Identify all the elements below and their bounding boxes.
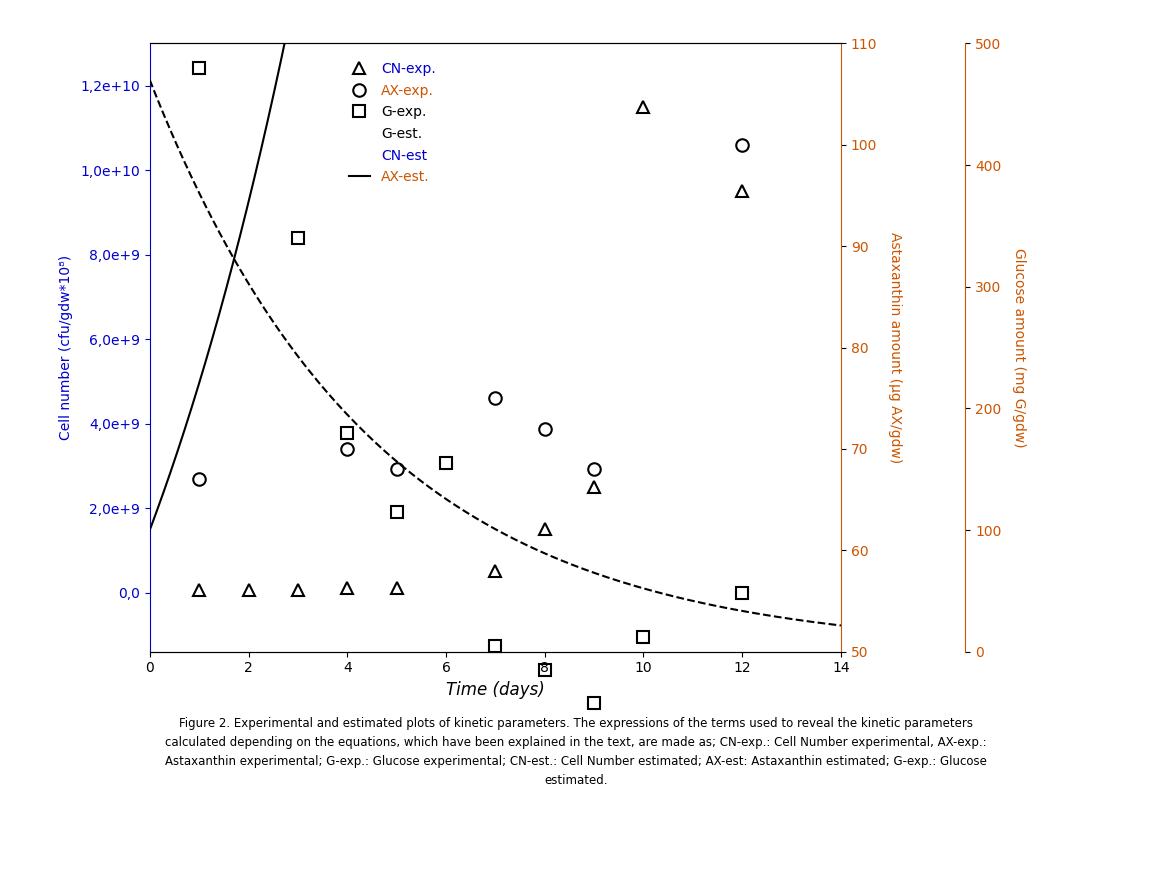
Text: Figure 2. Experimental and estimated plots of kinetic parameters. The expression: Figure 2. Experimental and estimated plo… <box>179 717 973 730</box>
Text: estimated.: estimated. <box>544 774 608 787</box>
Text: calculated depending on the equations, which have been explained in the text, ar: calculated depending on the equations, w… <box>165 736 987 749</box>
Y-axis label: Astaxanthin amount (µg AX/gdw): Astaxanthin amount (µg AX/gdw) <box>888 232 902 463</box>
Legend: CN-exp., AX-exp., G-exp., G-est., CN-est, AX-est.: CN-exp., AX-exp., G-exp., G-est., CN-est… <box>343 56 441 189</box>
X-axis label: Time (days): Time (days) <box>446 681 545 699</box>
Y-axis label: Cell number (cfu/gdw*10⁸): Cell number (cfu/gdw*10⁸) <box>60 255 74 441</box>
Text: Astaxanthin experimental; G-exp.: Glucose experimental; CN-est.: Cell Number est: Astaxanthin experimental; G-exp.: Glucos… <box>165 755 987 768</box>
Y-axis label: Glucose amount (mg G/gdw): Glucose amount (mg G/gdw) <box>1013 248 1026 448</box>
